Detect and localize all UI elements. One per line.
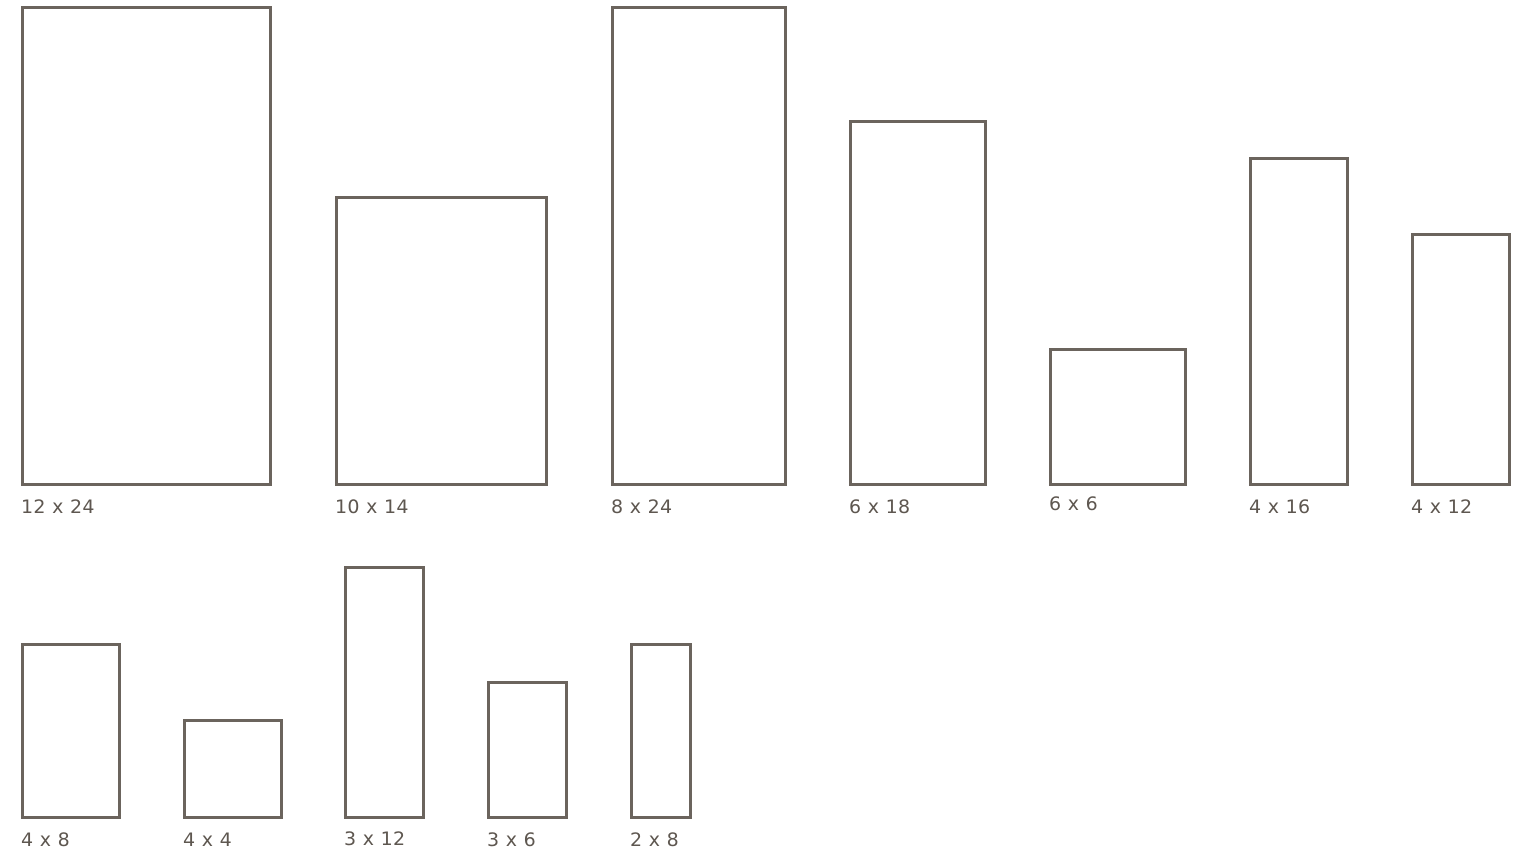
size-tile-4x8 — [21, 643, 121, 819]
size-tile-3x6 — [487, 681, 568, 819]
size-tile-4x4 — [183, 719, 283, 819]
size-tile-3x12 — [344, 566, 425, 819]
size-tile-6x18 — [849, 120, 987, 486]
size-label-4x4: 4 x 4 — [183, 829, 232, 851]
size-label-3x12: 3 x 12 — [344, 828, 406, 850]
size-label-4x8: 4 x 8 — [21, 829, 70, 851]
size-tile-4x16 — [1249, 157, 1349, 486]
size-label-2x8: 2 x 8 — [630, 829, 679, 851]
size-label-4x12: 4 x 12 — [1411, 496, 1473, 518]
size-tile-10x14 — [335, 196, 548, 486]
size-label-3x6: 3 x 6 — [487, 829, 536, 851]
size-tile-6x6 — [1049, 348, 1187, 486]
size-tile-8x24 — [611, 6, 787, 486]
size-label-4x16: 4 x 16 — [1249, 496, 1311, 518]
size-label-6x18: 6 x 18 — [849, 496, 911, 518]
size-tile-2x8 — [630, 643, 692, 819]
size-label-6x6: 6 x 6 — [1049, 493, 1098, 515]
size-label-8x24: 8 x 24 — [611, 496, 673, 518]
size-tile-12x24 — [21, 6, 272, 486]
size-label-12x24: 12 x 24 — [21, 496, 95, 518]
size-tile-4x12 — [1411, 233, 1511, 486]
size-label-10x14: 10 x 14 — [335, 496, 409, 518]
